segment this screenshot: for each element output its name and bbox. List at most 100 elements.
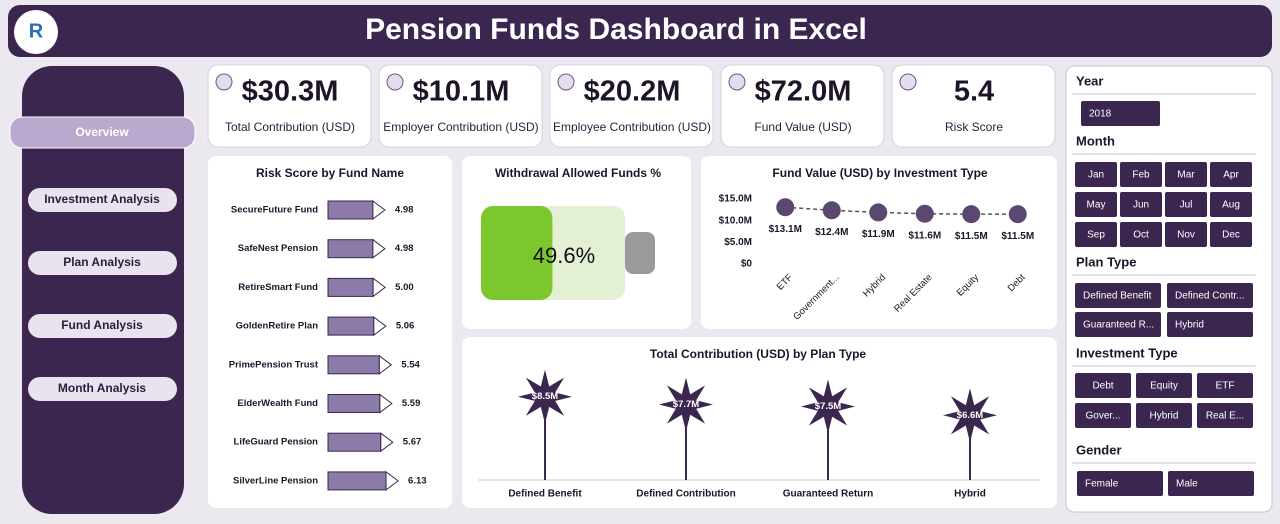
slicer-button[interactable]: [1075, 403, 1131, 428]
slicer-button[interactable]: [1136, 403, 1192, 428]
slicer-button[interactable]: [1167, 312, 1253, 337]
nav-button[interactable]: [28, 251, 177, 275]
nav-label[interactable]: Month Analysis: [58, 381, 147, 395]
nav-label[interactable]: Fund Analysis: [61, 318, 143, 332]
x-tick-label: Guaranteed Return: [783, 489, 874, 500]
category-label: RetireSmart Fund: [238, 282, 318, 293]
value-label: 5.54: [401, 359, 420, 370]
slicer-button[interactable]: [1077, 471, 1163, 496]
slicer-item[interactable]: Debt: [1092, 381, 1113, 392]
slicer-item[interactable]: Oct: [1133, 230, 1149, 241]
category-label: ElderWealth Fund: [237, 398, 318, 409]
value-label: $6.6M: [957, 410, 983, 421]
category-label: LifeGuard Pension: [234, 437, 319, 448]
nav-button[interactable]: [28, 377, 177, 401]
slicer-item[interactable]: Feb: [1132, 170, 1150, 181]
kpi-value: $10.1M: [413, 76, 510, 108]
kpi-label: Total Contribution (USD): [225, 120, 355, 134]
logo: [14, 10, 58, 54]
slicer-button[interactable]: [1075, 162, 1117, 187]
bar: [327, 432, 382, 452]
nav-label[interactable]: Plan Analysis: [63, 255, 141, 269]
slicer-item[interactable]: Equity: [1150, 381, 1178, 392]
bar-tip: [372, 238, 386, 259]
bar: [327, 277, 374, 297]
slicer-button[interactable]: [1075, 192, 1117, 217]
slicer-item[interactable]: Guaranteed R...: [1083, 320, 1154, 331]
marker: [915, 204, 934, 223]
slicer-button[interactable]: [1075, 312, 1161, 337]
kpi-value: $30.3M: [242, 76, 339, 108]
slicer-button[interactable]: [1136, 373, 1192, 398]
slicer-item[interactable]: Apr: [1223, 170, 1239, 181]
slicer-item[interactable]: Female: [1085, 479, 1119, 490]
slicer-button[interactable]: [1075, 373, 1131, 398]
value-label: 5.59: [402, 398, 421, 409]
slicer-item[interactable]: Mar: [1177, 170, 1195, 181]
slicer-button[interactable]: [1120, 162, 1162, 187]
slicer-button[interactable]: [1075, 283, 1161, 308]
slicer-button[interactable]: [1081, 101, 1160, 126]
page-title: Pension Funds Dashboard in Excel: [365, 13, 867, 46]
slicer-button[interactable]: [1197, 403, 1253, 428]
slicer-item[interactable]: Defined Contr...: [1175, 291, 1244, 302]
slicer-item[interactable]: Hybrid: [1175, 320, 1204, 331]
value-label: $8.5M: [532, 391, 558, 402]
slicer-button[interactable]: [1210, 162, 1252, 187]
slicer-item[interactable]: ETF: [1216, 381, 1235, 392]
nav-button[interactable]: [28, 314, 177, 338]
sidebar: [22, 66, 184, 514]
slicer-button[interactable]: [1168, 471, 1254, 496]
slicer-title: Gender: [1076, 442, 1122, 457]
slicer-item[interactable]: Jun: [1133, 200, 1149, 211]
slicer-item[interactable]: Male: [1176, 479, 1198, 490]
slicer-button[interactable]: [1210, 192, 1252, 217]
slicer-button[interactable]: [1120, 192, 1162, 217]
bar: [327, 355, 380, 375]
nav-label[interactable]: Overview: [75, 125, 129, 139]
slicer-item[interactable]: Nov: [1177, 230, 1195, 241]
bar: [327, 200, 374, 220]
kpi-card: [207, 64, 372, 148]
battery-cap: [625, 232, 655, 274]
chart-title: Withdrawal Allowed Funds %: [495, 166, 661, 180]
star-marker: [659, 377, 713, 432]
slicer-button[interactable]: [1197, 373, 1253, 398]
bar-tip: [378, 354, 393, 375]
slicer-button[interactable]: [1167, 283, 1253, 308]
slicer-item[interactable]: Sep: [1087, 230, 1105, 241]
slicer-item[interactable]: Real E...: [1206, 411, 1244, 422]
nav-button[interactable]: [9, 116, 196, 149]
bar: [327, 239, 374, 259]
slicer-item[interactable]: Aug: [1222, 200, 1240, 211]
slicer-item[interactable]: Jan: [1088, 170, 1104, 181]
nav-button[interactable]: [28, 188, 177, 212]
slicer-item[interactable]: Hybrid: [1150, 411, 1179, 422]
slicer-button[interactable]: [1120, 222, 1162, 247]
slicer-item[interactable]: May: [1087, 200, 1106, 211]
slicer-button[interactable]: [1165, 222, 1207, 247]
kpi-icon: [386, 73, 404, 91]
slicer-item[interactable]: Jul: [1180, 200, 1193, 211]
header-bar: [8, 5, 1272, 57]
marker: [869, 203, 888, 222]
slicer-button[interactable]: [1165, 192, 1207, 217]
slicer-item[interactable]: 2018: [1089, 109, 1112, 120]
kpi-value: $72.0M: [755, 76, 852, 108]
x-tick-label: Defined Benefit: [508, 489, 582, 500]
slicer-item[interactable]: Dec: [1222, 230, 1240, 241]
bar-tip: [380, 432, 394, 453]
bar-tip: [372, 277, 386, 298]
slicer-button[interactable]: [1165, 162, 1207, 187]
kpi-card: [891, 64, 1056, 148]
slicer-button[interactable]: [1075, 222, 1117, 247]
nav-label[interactable]: Investment Analysis: [44, 192, 160, 206]
slicer-item[interactable]: Gover...: [1085, 411, 1120, 422]
bar-tip: [379, 393, 393, 414]
slicer-button[interactable]: [1210, 222, 1252, 247]
slicer-item[interactable]: Defined Benefit: [1083, 291, 1152, 302]
kpi-card: [549, 64, 714, 148]
value-label: $7.5M: [815, 401, 841, 412]
